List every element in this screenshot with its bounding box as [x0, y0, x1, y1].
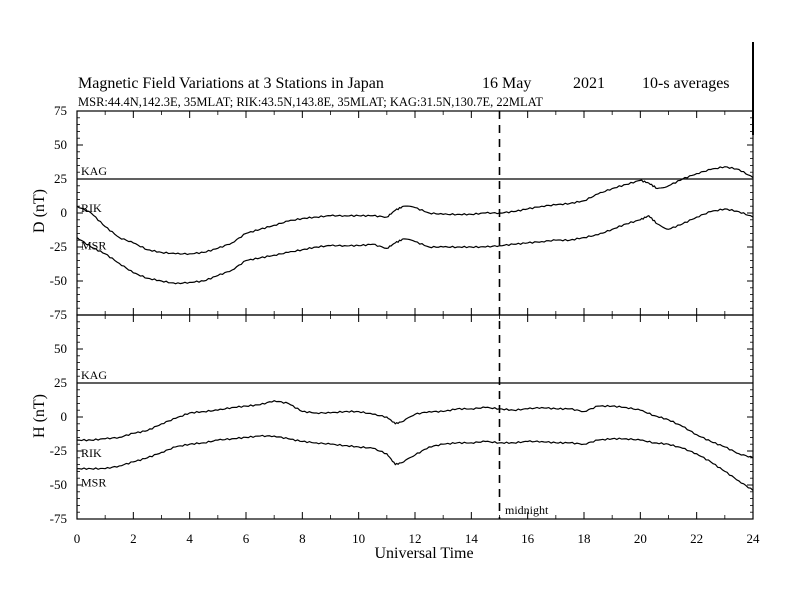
- x-tick-label: 22: [690, 531, 703, 546]
- chart-year: 2021: [573, 75, 605, 92]
- y-axis-label-h: H (nT): [31, 394, 48, 438]
- x-tick-label: 2: [130, 531, 137, 546]
- y-tick-label-d: 75: [54, 103, 67, 118]
- chart-title: Magnetic Field Variations at 3 Stations …: [78, 75, 384, 92]
- x-tick-label: 12: [409, 531, 422, 546]
- x-tick-label: 18: [578, 531, 591, 546]
- chart-averaging: 10-s averages: [642, 75, 730, 92]
- series-label-kag-h: KAG: [81, 368, 107, 382]
- chart-date: 16 May: [482, 75, 531, 92]
- panel-frame-d: [76, 110, 754, 316]
- y-tick-label-h: -75: [50, 511, 67, 526]
- y-tick-label-h: 50: [54, 341, 67, 356]
- x-tick-label: 24: [747, 531, 761, 546]
- y-tick-label-h: 0: [61, 409, 68, 424]
- x-tick-label: 8: [299, 531, 306, 546]
- y-tick-label-h: 25: [54, 375, 67, 390]
- series-line-msr-h: [76, 434, 754, 491]
- x-tick-label: 16: [521, 531, 535, 546]
- chart-marks: 75 50 25 0 -25 -50 -75 KAG RIK MSR 50 25 0 -25 -50 -75 K…: [50, 103, 760, 546]
- y-tick-label-d: -50: [50, 273, 67, 288]
- y-tick-label-h: -50: [50, 477, 67, 492]
- y-tick-label-d: -75: [50, 307, 67, 322]
- y-tick-label-d: 50: [54, 137, 67, 152]
- series-label-msr-d: MSR: [81, 238, 106, 252]
- y-tick-label-d: 25: [54, 171, 67, 186]
- midnight-annotation: midnight: [505, 503, 549, 517]
- series-label-msr-h: MSR: [81, 476, 106, 490]
- x-axis-label: Universal Time: [374, 545, 473, 562]
- series-line-msr-d: [76, 208, 754, 285]
- series-label-rik-h: RIK: [81, 446, 102, 460]
- x-tick-label: 6: [243, 531, 250, 546]
- y-tick-label-d: -25: [50, 239, 67, 254]
- series-label-kag-d: KAG: [81, 164, 107, 178]
- x-tick-label: 4: [186, 531, 193, 546]
- y-tick-label-h: -25: [50, 443, 67, 458]
- y-tick-label-d: 0: [61, 205, 68, 220]
- x-tick-label: 14: [465, 531, 479, 546]
- y-axis-label-d: D (nT): [31, 189, 48, 233]
- x-tick-label: 10: [352, 531, 365, 546]
- series-line-rik-d: [76, 166, 754, 256]
- series-line-rik-h: [76, 400, 754, 459]
- chart-subtitle-stations: MSR:44.4N,142.3E, 35MLAT; RIK:43.5N,143.…: [78, 95, 543, 109]
- x-tick-label: 20: [634, 531, 647, 546]
- series-label-rik-d: RIK: [81, 201, 102, 215]
- x-tick-label: 0: [74, 531, 81, 546]
